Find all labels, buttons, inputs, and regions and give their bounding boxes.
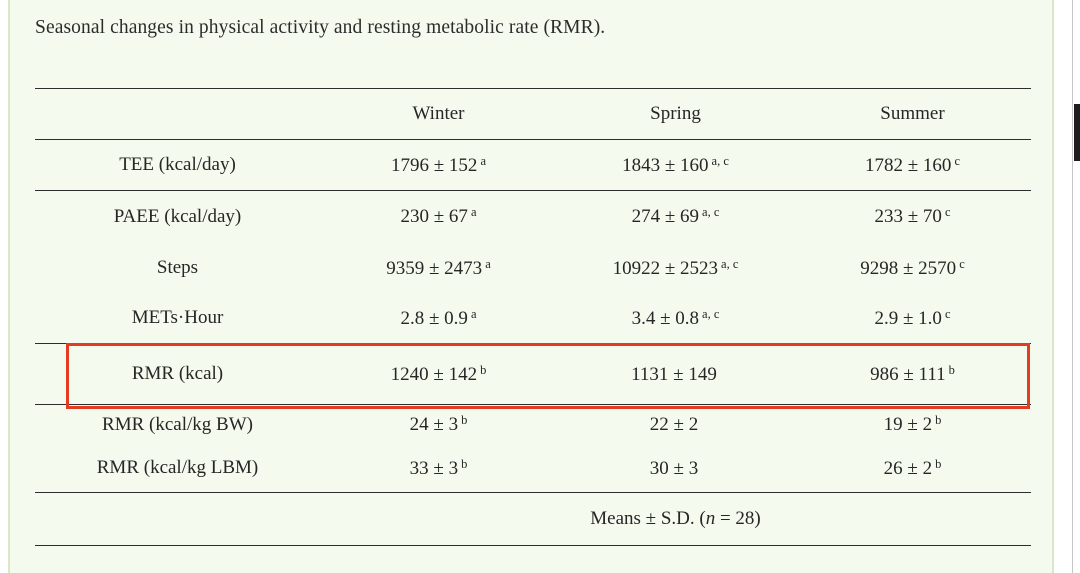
cell-value: 22 ± 2 xyxy=(649,414,699,436)
superscript: a, c xyxy=(711,153,729,168)
footer-empty-cell xyxy=(35,493,320,546)
table-row-paee: PAEE (kcal/day) 230 ± 67 a 274 ± 69 a, c 2… xyxy=(35,191,1031,243)
cell-value: 9298 ± 2570 c xyxy=(860,256,965,279)
table-footer-row: Means ± S.D. (n = 28) xyxy=(35,493,1031,546)
table-row-steps: Steps 9359 ± 2473 a 10922 ± 2523 a, c 9298… xyxy=(35,243,1031,294)
cell-value: 986 ± 111 b xyxy=(870,362,955,385)
cell-value: 1782 ± 160 c xyxy=(865,153,960,176)
column-header-winter: Winter xyxy=(412,103,465,124)
cell-value: 1131 ± 149 xyxy=(631,363,717,385)
superscript: b xyxy=(480,362,487,377)
row-label: RMR (kcal/kg BW) xyxy=(102,413,253,435)
row-label: TEE (kcal/day) xyxy=(119,154,236,175)
cell-value: 230 ± 67 a xyxy=(400,205,477,228)
column-header-spring: Spring xyxy=(650,103,701,124)
header-row: Winter Spring Summer xyxy=(35,89,1031,140)
footer-note: Means ± S.D. (n = 28) xyxy=(590,508,761,529)
table-row-tee: TEE (kcal/day) 1796 ± 152 a 1843 ± 160 a, … xyxy=(35,140,1031,191)
row-label: RMR (kcal) xyxy=(131,363,224,384)
data-table: Winter Spring Summer TEE (kcal/day) 1796… xyxy=(35,88,1031,546)
table-caption: Seasonal changes in physical activity an… xyxy=(35,17,606,38)
cell-value: 30 ± 3 xyxy=(649,457,699,479)
row-label: PAEE (kcal/day) xyxy=(113,205,242,227)
content-panel: Seasonal changes in physical activity an… xyxy=(8,0,1054,573)
row-label: METs·Hour xyxy=(131,307,224,329)
superscript: a xyxy=(480,153,486,168)
cell-value: 9359 ± 2473 a xyxy=(386,256,491,279)
superscript: c xyxy=(959,256,965,271)
cell-value: 2.9 ± 1.0 c xyxy=(874,306,951,329)
superscript: b xyxy=(461,456,468,471)
superscript: a, c xyxy=(721,256,739,271)
cell-value: 233 ± 70 c xyxy=(874,205,951,228)
superscript: a xyxy=(470,306,477,321)
cell-value: 1796 ± 152 a xyxy=(391,153,486,176)
superscript: b xyxy=(461,413,468,428)
superscript: c xyxy=(944,205,951,220)
superscript: b xyxy=(948,362,955,377)
row-label: Steps xyxy=(156,257,199,278)
superscript: a, c xyxy=(702,205,720,220)
superscript: b xyxy=(935,413,942,428)
table-row-rmr-kcal: RMR (kcal) 1240 ± 142 b 1131 ± 149 986 ± … xyxy=(35,344,1031,405)
scrollbar[interactable] xyxy=(1072,0,1080,573)
cell-value: 1843 ± 160 a, c xyxy=(622,153,729,176)
superscript: a xyxy=(485,256,491,271)
cell-value: 10922 ± 2523 a, c xyxy=(612,256,739,279)
table-row-mets-hour: METs·Hour 2.8 ± 0.9 a 3.4 ± 0.8 a, c 2.9 ±… xyxy=(35,294,1031,344)
superscript: a, c xyxy=(702,306,720,321)
scrollbar-thumb[interactable] xyxy=(1074,104,1080,161)
superscript: c xyxy=(954,153,960,168)
cell-value: 3.4 ± 0.8 a, c xyxy=(631,306,720,329)
cell-value: 2.8 ± 0.9 a xyxy=(400,306,477,329)
superscript: c xyxy=(944,306,951,321)
superscript: a xyxy=(470,205,477,220)
superscript: b xyxy=(935,456,942,471)
column-header-summer: Summer xyxy=(880,103,945,124)
cell-value: 1240 ± 142 b xyxy=(390,362,487,385)
cell-value: 274 ± 69 a, c xyxy=(631,205,720,228)
header-empty-cell xyxy=(35,89,320,140)
row-label: RMR (kcal/kg LBM) xyxy=(96,457,259,479)
